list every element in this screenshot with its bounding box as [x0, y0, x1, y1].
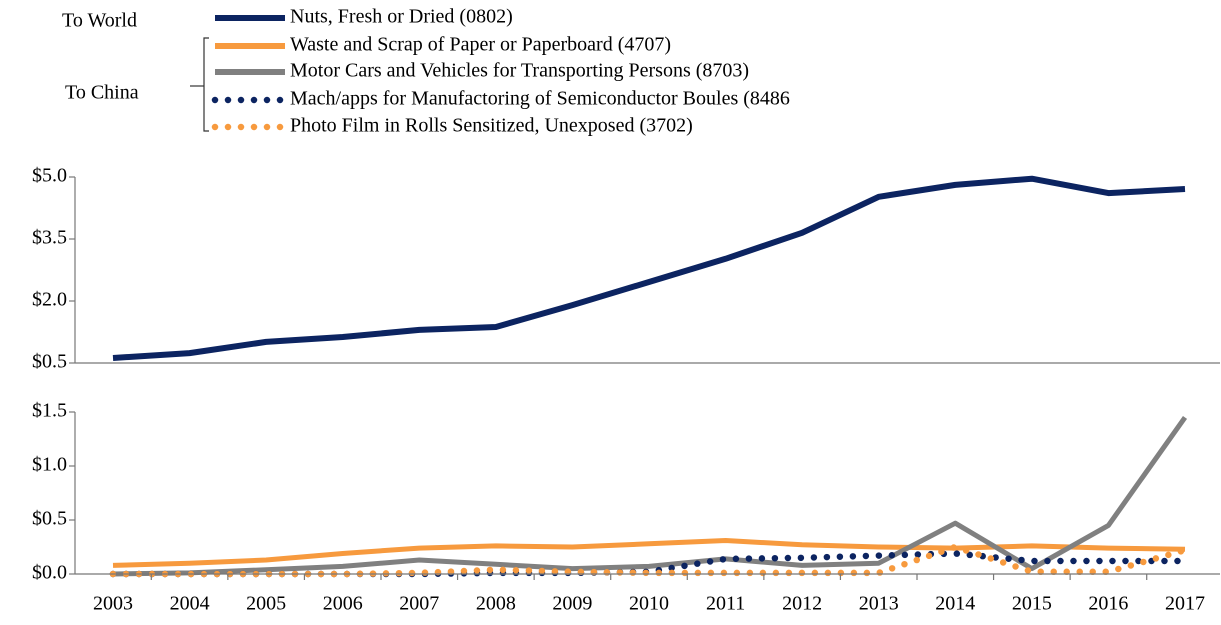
line: [112, 175, 1186, 361]
legend-group-label: To China: [65, 82, 139, 104]
line: [112, 538, 1186, 568]
x-tick-label: 2014: [935, 593, 975, 615]
x-tick-label: 2008: [476, 593, 516, 615]
y-tick-label: $0.0: [32, 562, 67, 584]
y-tick-label: $1.5: [32, 400, 67, 422]
y-tick-label: $1.0: [32, 454, 67, 476]
y-tick-label: $3.5: [32, 227, 67, 249]
x-tick-label: 2010: [629, 593, 669, 615]
legend-group-label: To World: [62, 10, 137, 32]
x-tick-label: 2005: [246, 593, 286, 615]
y-tick-label: $0.5: [32, 351, 67, 373]
x-tick-label: 2015: [1012, 593, 1052, 615]
x-tick-label: 2016: [1088, 593, 1128, 615]
x-tick-label: 2004: [170, 593, 210, 615]
legend-label: Photo Film in Rolls Sensitized, Unexpose…: [290, 115, 693, 137]
legend-label: Motor Cars and Vehicles for Transporting…: [290, 60, 749, 82]
x-tick-label: 2011: [706, 593, 745, 615]
x-tick-label: 2006: [323, 593, 363, 615]
x-tick-label: 2007: [399, 593, 439, 615]
line: [112, 415, 1188, 577]
x-tick-label: 2003: [93, 593, 133, 615]
legend-label: Mach/apps for Manufactoring of Semicondu…: [290, 88, 790, 110]
x-tick-label: 2017: [1165, 593, 1205, 615]
legend-label: Nuts, Fresh or Dried (0802): [290, 6, 513, 28]
legend-bracket: [203, 37, 209, 132]
y-tick-label: $5.0: [32, 165, 67, 187]
x-tick-label: 2012: [782, 593, 822, 615]
legend-label: Waste and Scrap of Paper or Paperboard (…: [290, 34, 671, 56]
line: [109, 550, 1189, 578]
x-tick-label: 2013: [859, 593, 899, 615]
line: [109, 543, 1189, 578]
y-tick-label: $2.0: [32, 289, 67, 311]
x-tick-label: 2009: [552, 593, 592, 615]
y-tick-label: $0.5: [32, 508, 67, 530]
